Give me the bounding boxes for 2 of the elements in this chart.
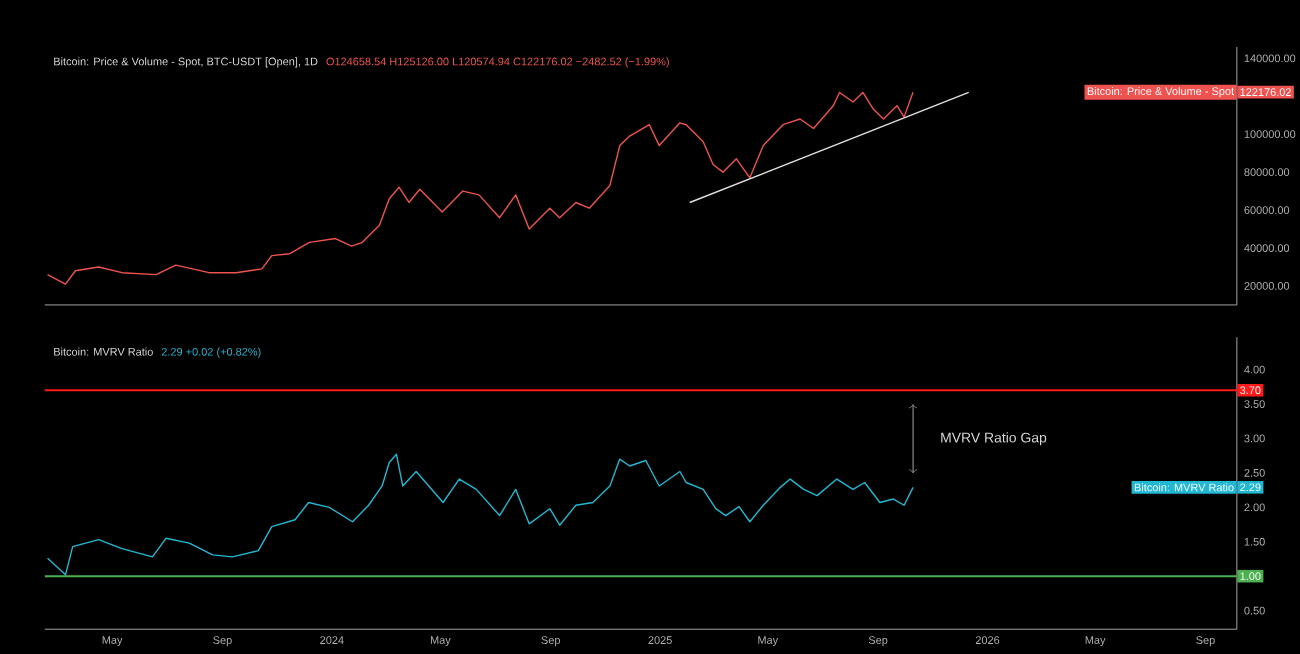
line-series bbox=[46, 91, 914, 285]
line-series bbox=[46, 453, 914, 576]
